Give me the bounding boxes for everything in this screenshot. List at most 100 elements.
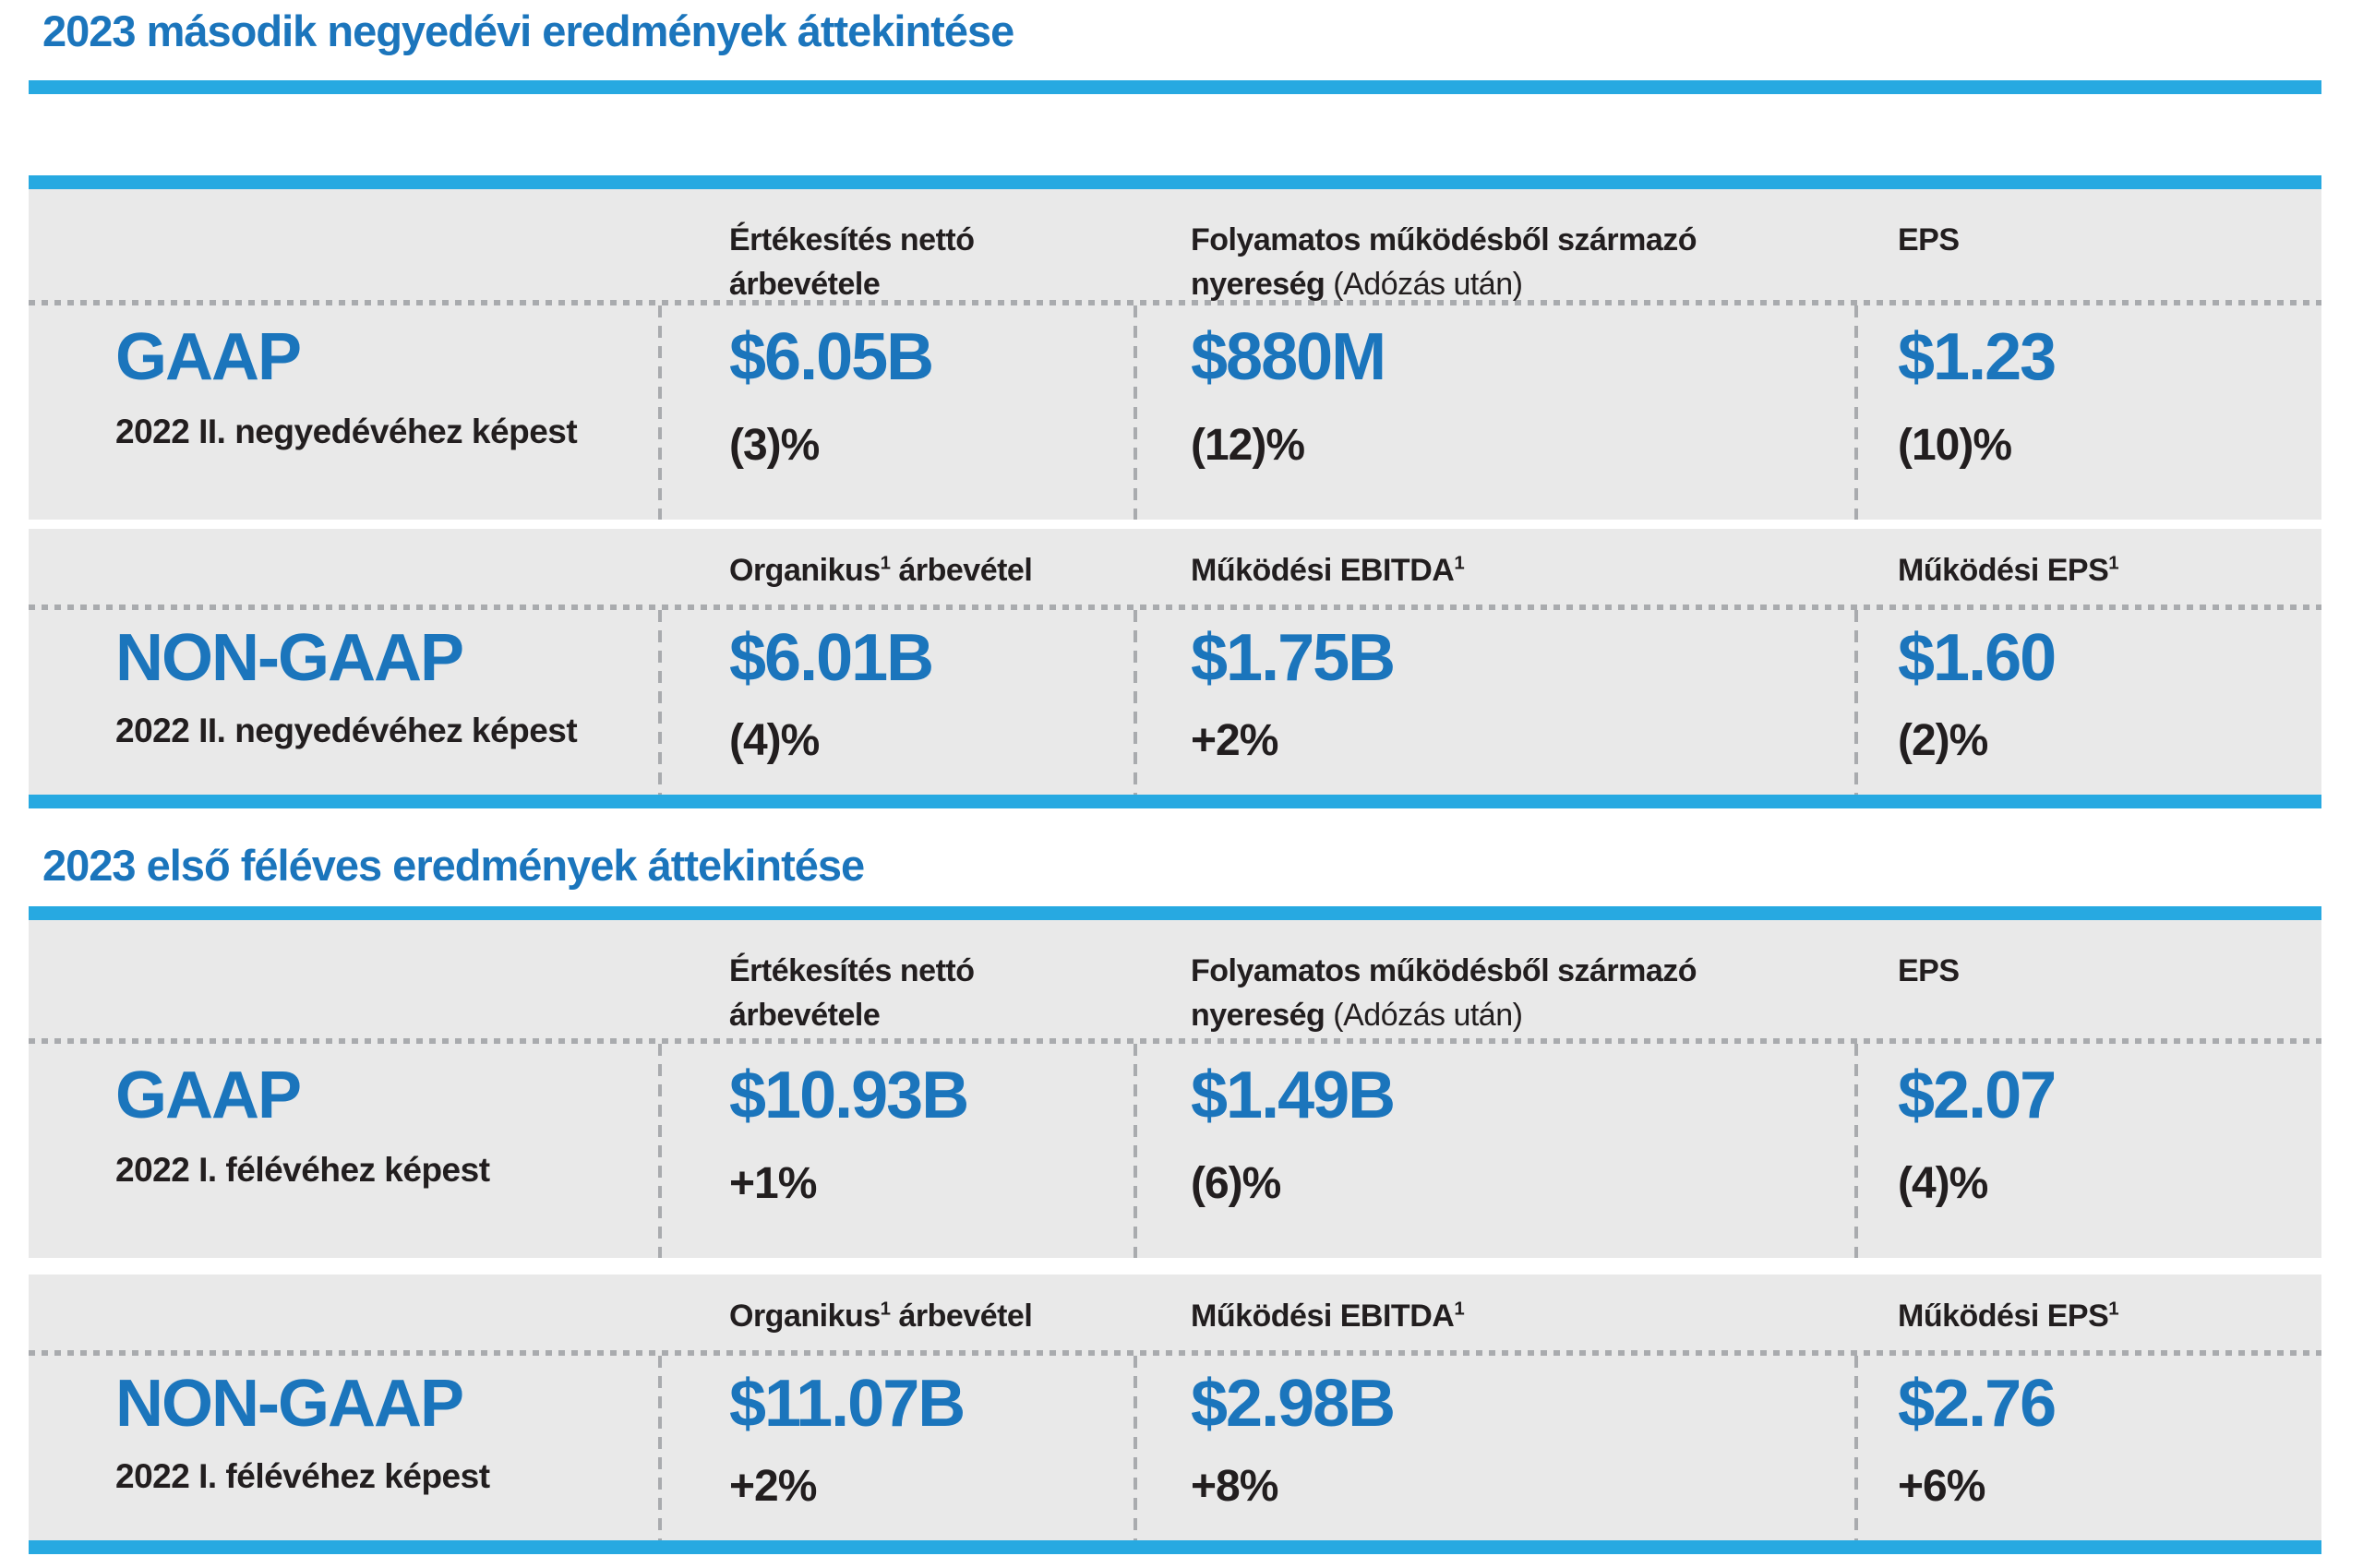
organic-revenue-value: $6.01B <box>729 621 934 696</box>
footnote-marker: 1 <box>1454 554 1465 575</box>
q2-gaap-dotted-divider <box>29 300 2321 306</box>
column-divider <box>1854 1043 1858 1258</box>
organic-revenue-value: $11.07B <box>729 1366 966 1441</box>
h1-header-op-eps-label: Működési EPS <box>1898 1298 2109 1334</box>
q2-header-op-eps-label: Működési EPS <box>1898 553 2109 589</box>
row-separator <box>29 520 2321 530</box>
column-divider <box>1854 305 1858 521</box>
q2-header-operating-eps: Működési EPS1 <box>1856 529 2321 604</box>
h1-header-after-tax-note: (Adózás után) <box>1333 997 1523 1033</box>
footnote-marker: 1 <box>880 554 891 575</box>
footnote-marker: 1 <box>880 1299 891 1320</box>
h1-nongaap-organic-cell: $11.07B +2% <box>660 1356 1135 1540</box>
q2-nongaap-dotted-divider <box>29 604 2321 611</box>
column-divider <box>658 1355 662 1540</box>
q2-header-net-sales: Értékesítés nettó árbevétele <box>660 189 1135 306</box>
eps-value: $1.23 <box>1898 320 2057 395</box>
footnote-marker: 1 <box>1454 1299 1465 1320</box>
q2-nongaap-row-sublabel: 2022 II. negyedévéhez képest <box>115 712 578 750</box>
h1-gaap-row: GAAP 2022 I. félévéhez képest $10.93B +1… <box>29 1043 2321 1258</box>
column-divider <box>1134 305 1137 521</box>
q2-gaap-row-label: GAAP <box>115 320 302 395</box>
q2-nongaap-header-row: Organikus1 árbevétel Működési EBITDA1 Mű… <box>29 529 2321 605</box>
q2-nongaap-header-spacer <box>29 529 660 604</box>
profit-value: $880M <box>1191 320 1386 395</box>
h1-header-net-sales-label: Értékesítés nettó árbevétele <box>729 952 975 1033</box>
net-sales-change: +1% <box>729 1158 817 1208</box>
h1-header-organic-label: Organikus <box>729 1298 881 1334</box>
q2-table-bottom-bar <box>29 795 2321 809</box>
h1-header-operating-eps: Működési EPS1 <box>1856 1275 2321 1350</box>
h1-nongaap-label-cell: NON-GAAP 2022 I. félévéhez képest <box>29 1356 660 1540</box>
q2-header-organic-revenue: Organikus1 árbevétel <box>660 529 1135 604</box>
q2-nongaap-label-cell: NON-GAAP 2022 II. negyedévéhez képest <box>29 610 660 795</box>
profit-change: (12)% <box>1191 421 1305 471</box>
q2-header-organic-label: Organikus <box>729 553 881 589</box>
h1-header-eps-label: EPS <box>1898 952 1960 988</box>
h1-table-bottom-bar <box>29 1539 2321 1554</box>
section-h1: 2023 első féléves eredmények áttekintése… <box>0 840 2363 1554</box>
q2-header-operating-ebitda: Működési EBITDA1 <box>1135 529 1856 604</box>
net-sales-change: (3)% <box>729 421 820 471</box>
q2-header-continuing-profit: Folyamatos működésből származó nyereség … <box>1135 189 1856 306</box>
h1-gaap-row-sublabel: 2022 I. félévéhez képest <box>115 1150 490 1189</box>
footnote-marker: 1 <box>2108 554 2119 575</box>
q2-gaap-header-row: Értékesítés nettó árbevétele Folyamatos … <box>29 189 2321 302</box>
q2-nongaap-row: NON-GAAP 2022 II. negyedévéhez képest $6… <box>29 610 2321 796</box>
organic-revenue-change: +2% <box>729 1461 817 1511</box>
operating-eps-value: $2.76 <box>1898 1366 2057 1441</box>
profit-change: (6)% <box>1191 1158 1281 1208</box>
q2-nongaap-row-label: NON-GAAP <box>115 621 464 696</box>
h1-results-table: Értékesítés nettó árbevétele Folyamatos … <box>29 905 2321 1554</box>
eps-value: $2.07 <box>1898 1058 2057 1132</box>
operating-eps-value: $1.60 <box>1898 621 2057 696</box>
q2-gaap-header-spacer <box>29 189 660 306</box>
h1-nongaap-dotted-divider <box>29 1349 2321 1356</box>
q2-gaap-profit-cell: $880M (12)% <box>1135 305 1856 520</box>
column-divider <box>1854 610 1858 796</box>
h1-header-ebitda-label: Működési EBITDA <box>1191 1298 1455 1334</box>
operating-eps-change: (2)% <box>1898 716 1988 766</box>
q2-gaap-net-sales-cell: $6.05B (3)% <box>660 305 1135 520</box>
eps-change: (10)% <box>1898 421 2012 471</box>
q2-nongaap-eps-cell: $1.60 (2)% <box>1856 610 2321 795</box>
row-separator <box>29 1257 2321 1275</box>
q2-gaap-label-cell: GAAP 2022 II. negyedévéhez képest <box>29 305 660 520</box>
column-divider <box>1854 1355 1858 1540</box>
h1-nongaap-header-row: Organikus1 árbevétel Működési EBITDA1 Mű… <box>29 1274 2321 1350</box>
net-sales-value: $6.05B <box>729 320 934 395</box>
net-sales-value: $10.93B <box>729 1058 969 1132</box>
q2-header-net-sales-label: Értékesítés nettó árbevétele <box>729 222 975 303</box>
operating-ebitda-value: $2.98B <box>1191 1366 1396 1441</box>
h1-header-continuing-profit: Folyamatos működésből származó nyereség … <box>1135 920 1856 1038</box>
h1-nongaap-eps-cell: $2.76 +6% <box>1856 1356 2321 1540</box>
h1-gaap-header-spacer <box>29 920 660 1038</box>
operating-ebitda-change: +2% <box>1191 716 1278 766</box>
column-divider <box>658 1043 662 1258</box>
h1-header-operating-ebitda: Működési EBITDA1 <box>1135 1275 1856 1350</box>
eps-change: (4)% <box>1898 1158 1988 1208</box>
q2-header-ebitda-label: Működési EBITDA <box>1191 553 1455 589</box>
section-h1-title: 2023 első féléves eredmények áttekintése <box>42 841 865 891</box>
footnote-marker: 1 <box>2108 1299 2119 1320</box>
q2-header-after-tax-note: (Adózás után) <box>1333 267 1523 303</box>
q2-header-continuing-profit-label: Folyamatos működésből származó nyereség <box>1191 222 1697 303</box>
h1-nongaap-row-sublabel: 2022 I. félévéhez képest <box>115 1456 490 1495</box>
column-divider <box>1134 1355 1137 1540</box>
column-divider <box>1134 610 1137 796</box>
q2-gaap-row-sublabel: 2022 II. negyedévéhez képest <box>115 413 578 451</box>
q2-results-table: Értékesítés nettó árbevétele Folyamatos … <box>29 175 2321 809</box>
q2-header-organic-rest: árbevétel <box>890 553 1033 589</box>
h1-header-net-sales: Értékesítés nettó árbevétele <box>660 920 1135 1038</box>
h1-nongaap-header-spacer <box>29 1275 660 1350</box>
h1-header-organic-rest: árbevétel <box>890 1298 1033 1334</box>
column-divider <box>658 305 662 521</box>
h1-nongaap-row: NON-GAAP 2022 I. félévéhez képest $11.07… <box>29 1355 2321 1540</box>
section-q2-title-underline <box>29 80 2321 95</box>
section-q2: 2023 második negyedévi eredmények átteki… <box>0 6 2363 809</box>
h1-gaap-row-label: GAAP <box>115 1058 302 1132</box>
h1-gaap-net-sales-cell: $10.93B +1% <box>660 1044 1135 1258</box>
h1-gaap-label-cell: GAAP 2022 I. félévéhez képest <box>29 1044 660 1258</box>
q2-nongaap-ebitda-cell: $1.75B +2% <box>1135 610 1856 795</box>
operating-ebitda-change: +8% <box>1191 1461 1278 1511</box>
